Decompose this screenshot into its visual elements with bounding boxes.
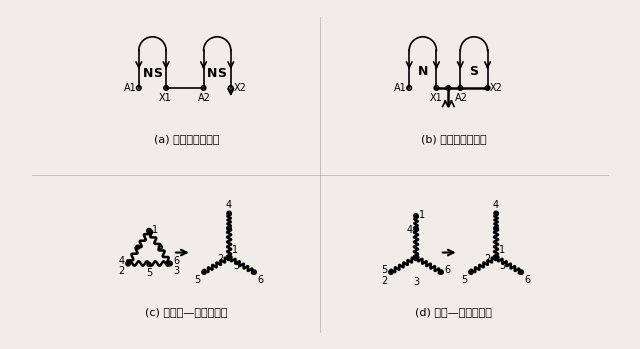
Text: X1: X1 [429, 93, 442, 103]
Text: 4: 4 [118, 256, 124, 266]
Text: X2: X2 [234, 83, 246, 93]
Text: 5: 5 [461, 275, 468, 285]
Text: 2: 2 [118, 266, 125, 276]
Text: (b) 二极绕组展开图: (b) 二极绕组展开图 [420, 134, 486, 144]
Text: 5: 5 [381, 266, 387, 275]
Text: 6: 6 [173, 256, 180, 266]
Text: 1: 1 [499, 245, 505, 254]
Text: (d) 星形—双星形转换: (d) 星形—双星形转换 [415, 307, 492, 317]
Text: A1: A1 [394, 83, 406, 93]
Text: 4: 4 [406, 225, 412, 235]
Text: X2: X2 [490, 83, 503, 93]
Text: 6: 6 [525, 275, 531, 285]
Text: A2: A2 [454, 93, 468, 103]
Text: 1: 1 [419, 210, 426, 220]
Text: 4: 4 [493, 200, 499, 210]
Text: N: N [418, 65, 428, 77]
Circle shape [413, 255, 419, 260]
Circle shape [493, 255, 499, 260]
Text: 2: 2 [381, 275, 388, 285]
Text: S: S [218, 67, 227, 80]
Text: 2: 2 [218, 253, 224, 263]
Text: 6: 6 [445, 266, 451, 275]
Circle shape [446, 86, 451, 90]
Text: 3: 3 [500, 261, 506, 271]
Circle shape [227, 255, 232, 260]
Text: A2: A2 [198, 93, 211, 103]
Text: N: N [207, 67, 218, 80]
Text: S: S [469, 65, 479, 77]
Text: 1: 1 [232, 245, 238, 254]
Text: 6: 6 [257, 275, 264, 285]
Text: 1: 1 [152, 225, 158, 235]
Text: N: N [143, 67, 153, 80]
Text: 3: 3 [173, 266, 179, 276]
Text: S: S [153, 67, 162, 80]
Text: X1: X1 [159, 93, 172, 103]
Text: (c) 三角形—双星形转换: (c) 三角形—双星形转换 [145, 307, 228, 317]
Text: 3: 3 [413, 277, 419, 287]
Text: (a) 四极绕组展开图: (a) 四极绕组展开图 [154, 134, 220, 144]
Text: 2: 2 [484, 253, 491, 263]
Text: A1: A1 [124, 83, 136, 93]
Text: 5: 5 [195, 275, 200, 285]
Text: 5: 5 [146, 268, 152, 278]
Text: 3: 3 [233, 261, 239, 271]
Text: 4: 4 [226, 200, 232, 210]
